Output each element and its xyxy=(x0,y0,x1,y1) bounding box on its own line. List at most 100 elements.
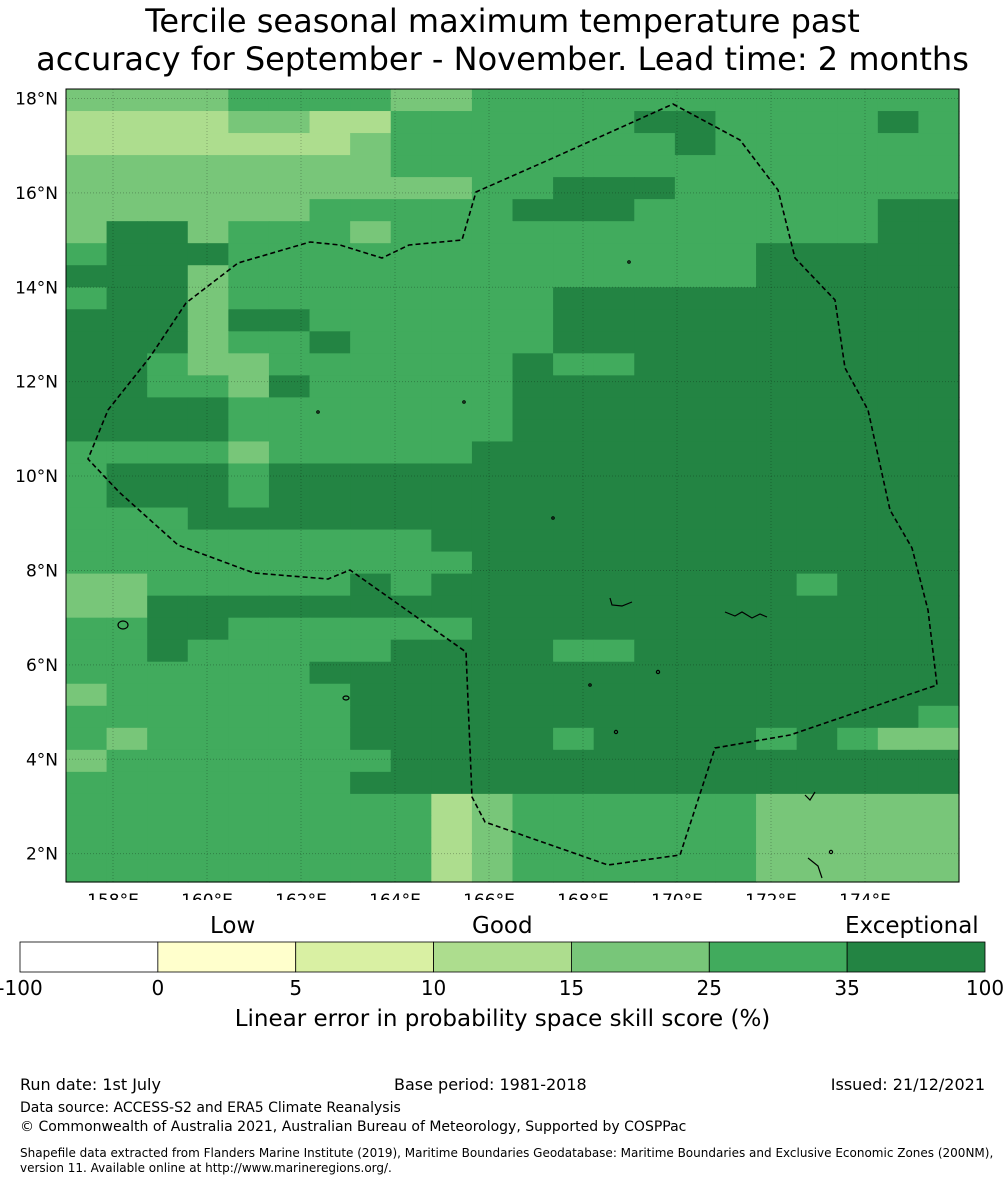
skill-cell xyxy=(918,265,960,288)
skill-cell xyxy=(877,573,920,597)
lat-tick-label: 2°N xyxy=(26,845,58,865)
skill-cell xyxy=(106,683,148,707)
skill-cell xyxy=(634,793,676,817)
skill-cell xyxy=(837,133,879,156)
lon-tick-label: 164°E xyxy=(369,891,421,900)
skill-cell xyxy=(309,771,351,795)
lon-tick-label: 160°E xyxy=(181,891,233,900)
skill-cell xyxy=(268,727,311,751)
skill-cell xyxy=(918,243,960,266)
skill-cell xyxy=(228,441,270,465)
skill-cell xyxy=(553,639,595,663)
skill-cell xyxy=(228,749,270,773)
skill-cell xyxy=(837,155,879,178)
skill-cell xyxy=(674,177,717,200)
skill-cell xyxy=(634,353,676,376)
skill-cell xyxy=(147,221,189,244)
skill-cell xyxy=(350,815,392,839)
skill-cell xyxy=(877,287,920,310)
skill-cell xyxy=(837,243,879,266)
skill-cell xyxy=(918,815,960,839)
colorbar-swatch xyxy=(157,941,297,973)
skill-cell xyxy=(66,485,108,509)
skill-cell xyxy=(268,551,311,575)
skill-cell xyxy=(309,595,351,619)
island-outlines xyxy=(117,260,834,879)
skill-cell xyxy=(593,551,635,575)
skill-cell xyxy=(918,133,960,156)
skill-cell xyxy=(796,243,838,266)
skill-cell xyxy=(877,441,920,465)
skill-cell xyxy=(715,463,757,487)
skill-cell xyxy=(350,133,392,156)
skill-cell xyxy=(147,111,189,134)
skill-cell xyxy=(756,859,798,883)
skill-cell xyxy=(553,331,595,354)
skill-cell xyxy=(877,749,920,773)
skill-cell xyxy=(106,177,148,200)
skill-cell xyxy=(228,287,270,310)
skill-cell xyxy=(350,859,392,883)
skill-cell xyxy=(837,353,879,376)
skill-cell xyxy=(837,265,879,288)
skill-cell xyxy=(715,617,757,641)
skill-cell xyxy=(268,155,311,178)
skill-cell xyxy=(877,419,920,443)
skill-cell xyxy=(350,221,392,244)
skill-cell xyxy=(756,661,798,685)
skill-map: 158°E 160°E 162°E 164°E 166°E 168°E 170°E 172°E… xyxy=(15,88,960,900)
skill-cell xyxy=(228,529,270,553)
skill-cell xyxy=(228,133,270,156)
skill-cell xyxy=(877,859,920,883)
skill-cell xyxy=(918,639,960,663)
skill-cell xyxy=(512,749,554,773)
skill-cell xyxy=(187,375,229,398)
skill-cell xyxy=(512,331,554,354)
skill-cell xyxy=(756,441,798,465)
skill-cell xyxy=(634,683,676,707)
colorbar-tick-label: 100 xyxy=(965,976,1005,1000)
skill-cell xyxy=(147,155,189,178)
skill-cell xyxy=(877,397,920,421)
skill-cell xyxy=(309,419,351,443)
skill-cell xyxy=(837,617,879,641)
skill-cell xyxy=(756,265,798,288)
skill-cell xyxy=(268,837,311,861)
skill-cell xyxy=(756,815,798,839)
skill-cell xyxy=(634,551,676,575)
skill-cell xyxy=(918,221,960,244)
skill-cell xyxy=(715,639,757,663)
skill-cell xyxy=(837,749,879,773)
skill-cell xyxy=(593,155,635,178)
colorbar-tick-label: 5 xyxy=(289,976,303,1000)
skill-cell xyxy=(756,507,798,531)
skill-cell xyxy=(796,683,838,707)
skill-cell xyxy=(796,859,838,883)
skill-cell xyxy=(756,617,798,641)
skill-cell xyxy=(756,309,798,332)
skill-cell xyxy=(593,463,635,487)
skill-cell xyxy=(837,727,879,751)
skill-cell xyxy=(918,837,960,861)
skill-cell xyxy=(187,595,229,619)
skill-cell xyxy=(674,243,717,266)
skill-cell xyxy=(390,155,432,178)
skill-cell xyxy=(147,485,189,509)
skill-cell xyxy=(106,705,148,729)
skill-cell xyxy=(309,331,351,354)
skill-cell xyxy=(837,441,879,465)
skill-cell xyxy=(877,111,920,134)
skill-cell xyxy=(512,771,554,795)
skill-cell xyxy=(918,441,960,465)
skill-cell xyxy=(147,815,189,839)
skill-cell xyxy=(593,485,635,509)
skill-cell xyxy=(187,683,229,707)
skill-cell xyxy=(309,727,351,751)
skill-cell xyxy=(674,375,717,398)
skill-cell xyxy=(634,837,676,861)
skill-cell xyxy=(593,793,635,817)
skill-cell xyxy=(390,111,432,134)
skill-cell xyxy=(674,463,717,487)
skill-cell xyxy=(796,595,838,619)
skill-cell xyxy=(66,133,108,156)
